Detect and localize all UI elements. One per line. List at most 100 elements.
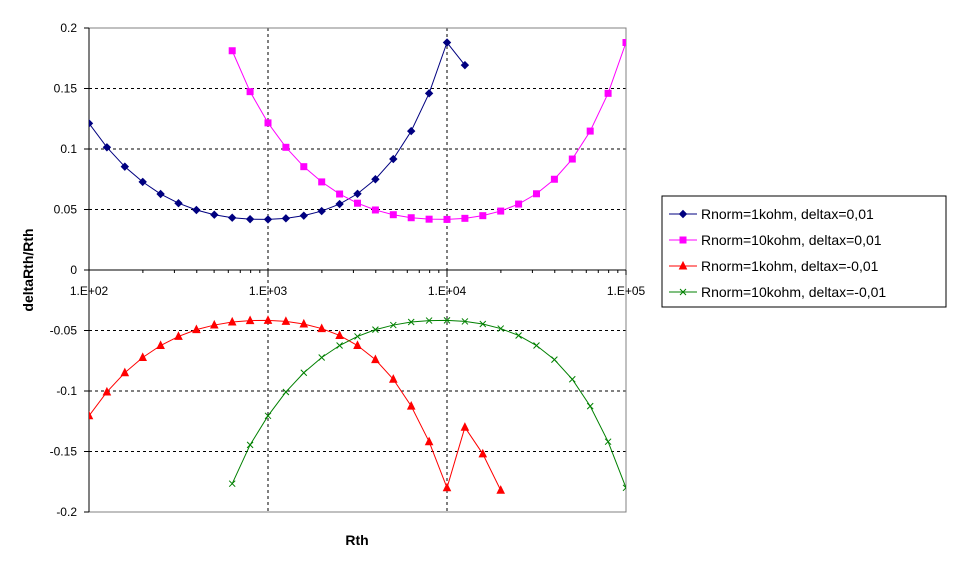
data-point [442,482,452,492]
series-line [231,42,626,220]
data-point [192,205,201,215]
data-point [461,318,469,325]
data-point [336,342,343,349]
data-point [120,162,130,171]
data-point [353,189,362,198]
data-point [622,39,626,47]
data-point [174,331,183,340]
data-point [406,401,416,410]
axes [84,27,627,513]
data-point [335,199,344,209]
data-point [586,127,594,135]
legend-marker [678,209,688,219]
data-point [228,47,236,55]
legend: Rnorm=1kohm, deltax=0,01 Rnorm=10kohm, de… [661,195,947,308]
data-point [389,211,397,219]
data-point [604,89,612,97]
data-point [318,178,326,186]
data-point [424,89,434,98]
y-tick-label: 0.05 [54,203,78,217]
data-point [622,484,626,492]
data-point [371,206,379,214]
data-point [227,316,237,326]
data-point [263,215,273,224]
legend-box [661,195,947,308]
x-tick-label: 1.E+03 [249,284,288,298]
data-point [210,210,219,219]
data-point [371,354,380,364]
data-point [336,190,344,198]
data-point [174,199,183,208]
data-point [479,320,487,328]
data-point [227,213,237,222]
data-point [300,369,308,377]
series-line [89,319,502,491]
data-point [479,212,487,220]
data-point [120,367,130,377]
data-point [533,342,540,349]
legend-label: Rnorm=1kohm, deltax=-0,01 [701,258,879,274]
data-point [533,190,541,198]
x-tick-label: 1.E+04 [428,284,467,298]
data-point [388,374,398,383]
data-point [156,340,165,350]
data-point [335,330,344,339]
legend-marker [679,236,687,244]
data-point [568,155,576,163]
data-point [425,317,433,324]
data-point [461,214,469,222]
x-tick-label: 1.E+05 [607,284,646,298]
data-point [496,485,506,494]
data-point [318,354,326,361]
series-line [89,41,466,220]
data-point [209,319,219,329]
y-tick-label: 0.2 [60,21,77,35]
y-tick-label: 0 [70,263,77,277]
data-point [228,480,236,488]
data-point [354,333,361,340]
data-point [138,177,147,187]
data-point [156,189,165,199]
y-tick-label: -0.2 [56,505,77,519]
data-point [551,356,558,364]
y-tick-label: 0.1 [60,142,77,156]
data-point [245,214,255,224]
data-point [442,38,452,47]
data-point [586,402,594,410]
legend-label: Rnorm=10kohm, deltax=0,01 [701,232,882,248]
data-point [282,143,290,151]
legend-marker [679,288,687,296]
series-4 [228,316,626,492]
y-tick-label: -0.15 [50,445,78,459]
data-point [300,163,308,171]
data-point [515,332,522,339]
data-point [406,126,416,136]
data-point [245,315,255,325]
data-point [497,207,505,215]
data-point [497,325,505,332]
data-point [460,60,470,70]
data-point [89,119,94,128]
data-point [407,214,415,222]
data-point [425,215,433,223]
x-tick-label: 1.E+02 [70,284,109,298]
data-point [102,386,112,396]
data-point [89,410,94,420]
data-point [263,315,273,324]
data-point [460,422,470,431]
data-point [353,340,362,350]
data-point [264,119,272,127]
data-point [515,200,523,208]
data-point [550,175,558,183]
series-line [231,319,626,488]
data-point [317,323,326,333]
data-point [246,88,254,96]
data-point [407,318,415,326]
y-axis-title: deltaRth/Rth [20,228,36,311]
data-point [282,388,290,396]
data-point [281,316,291,325]
y-tick-label: 0.15 [54,82,78,96]
y-tick-label: -0.05 [50,324,78,338]
data-point [424,436,434,446]
